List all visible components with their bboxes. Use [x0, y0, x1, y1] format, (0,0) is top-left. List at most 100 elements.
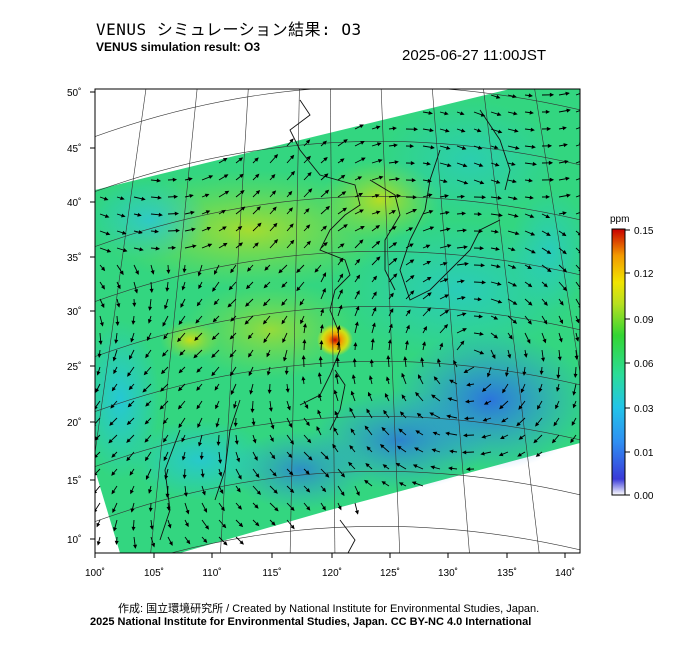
- wind-arrowhead: [562, 211, 567, 216]
- wind-arrowhead: [426, 276, 432, 281]
- wind-arrowhead: [429, 226, 435, 231]
- colorbar-tick: 0.12: [634, 269, 654, 280]
- wind-arrowhead: [558, 337, 563, 343]
- wind-arrowhead: [158, 212, 163, 217]
- wind-arrowhead: [95, 388, 100, 393]
- wind-arrowhead: [431, 394, 436, 399]
- wind-arrowhead: [463, 416, 469, 421]
- wind-arrowhead: [432, 431, 438, 436]
- wind-arrowhead: [262, 320, 268, 325]
- wind-arrowhead: [369, 358, 374, 364]
- wind-arrowhead: [582, 193, 585, 196]
- wind-arrowhead: [236, 457, 241, 463]
- wind-arrowhead: [372, 275, 378, 281]
- wind-arrowhead: [236, 487, 241, 493]
- wind-arrowhead: [322, 272, 327, 277]
- wind-arrowhead: [499, 435, 505, 440]
- wind-arrowhead: [308, 456, 313, 461]
- wind-arrowhead: [355, 305, 360, 311]
- wind-arrowhead: [443, 278, 449, 283]
- wind-arrowhead: [149, 288, 154, 294]
- wind-arrowhead: [151, 542, 156, 548]
- wind-arrowhead: [215, 423, 220, 428]
- wind-arrowhead: [248, 371, 253, 377]
- wind-arrowhead: [387, 339, 392, 344]
- wind-arrowhead: [445, 210, 450, 215]
- wind-arrowhead: [425, 244, 431, 249]
- wind-arrowhead: [179, 351, 184, 356]
- wind-arrowhead: [522, 371, 527, 376]
- wind-arrowhead: [239, 173, 244, 178]
- wind-arrowhead: [527, 265, 532, 270]
- wind-arrowhead: [302, 338, 307, 344]
- wind-arrowhead: [211, 371, 216, 377]
- wind-arrowhead: [538, 387, 543, 393]
- wind-arrowhead: [137, 212, 142, 217]
- wind-arrowhead: [477, 212, 483, 217]
- wind-arrowhead: [284, 370, 289, 376]
- wind-arrowhead: [177, 337, 182, 343]
- wind-arrowhead: [222, 226, 227, 231]
- wind-arrowhead: [178, 368, 183, 374]
- wind-arrowhead: [515, 145, 520, 150]
- wind-arrowhead: [561, 232, 567, 237]
- wind-arrowhead: [463, 369, 469, 374]
- wind-arrowhead: [579, 159, 580, 160]
- wind-arrowhead: [482, 417, 488, 422]
- wind-arrowhead: [245, 302, 250, 307]
- wind-arrowhead: [499, 404, 504, 410]
- wind-arrowhead: [372, 291, 377, 296]
- wind-arrowhead: [343, 224, 348, 229]
- wind-arrowhead: [222, 157, 228, 162]
- wind-arrowhead: [273, 239, 279, 244]
- wind-arrowhead: [178, 320, 183, 326]
- wind-arrowhead: [562, 268, 568, 273]
- lat-label: 10˚: [67, 534, 81, 546]
- wind-arrowhead: [165, 493, 170, 499]
- wind-arrowhead: [110, 404, 115, 409]
- wind-arrowhead: [412, 195, 418, 200]
- wind-arrowhead: [184, 522, 189, 528]
- wind-arrowhead: [214, 386, 219, 391]
- wind-arrowhead: [462, 433, 468, 438]
- wind-arrowhead: [551, 438, 557, 444]
- lon-label: 115˚: [262, 567, 281, 579]
- wind-arrowhead: [273, 222, 278, 228]
- wind-arrowhead: [256, 490, 261, 495]
- wind-arrowhead: [238, 522, 244, 528]
- wind-arrowhead: [518, 405, 523, 410]
- wind-arrowhead: [366, 408, 371, 414]
- wind-arrowhead: [420, 357, 425, 362]
- wind-arrowhead: [512, 319, 518, 324]
- timestamp: 2025-06-27 11:00JST: [402, 47, 546, 64]
- wind-arrowhead: [219, 489, 224, 495]
- wind-arrowhead: [220, 506, 225, 512]
- wind-arrowhead: [257, 222, 262, 227]
- wind-arrowhead: [164, 475, 169, 480]
- wind-arrowhead: [121, 213, 126, 218]
- wind-arrowhead: [404, 340, 409, 345]
- wind-arrow: [95, 502, 101, 512]
- wind-arrowhead: [156, 178, 162, 183]
- wind-arrowhead: [166, 506, 171, 511]
- wind-arrowhead: [198, 284, 203, 290]
- wind-arrowhead: [535, 422, 540, 427]
- wind-arrowhead: [496, 264, 501, 269]
- wind-arrowhead: [479, 180, 485, 185]
- wind-arrowhead: [211, 335, 217, 341]
- wind-arrowhead: [181, 437, 186, 443]
- wind-arrowhead: [542, 338, 547, 344]
- wind-arrowhead: [237, 505, 242, 510]
- wind-arrowhead: [547, 143, 553, 148]
- wind-arrowhead: [375, 193, 380, 198]
- wind-arrowhead: [512, 94, 517, 99]
- wind-arrowhead: [98, 340, 103, 346]
- wind-arrowhead: [266, 371, 271, 376]
- wind-arrowhead: [306, 240, 311, 246]
- wind-arrowhead: [527, 320, 532, 325]
- wind-arrowhead: [144, 456, 149, 462]
- wind-arrowhead: [464, 399, 470, 404]
- wind-arrowhead: [121, 230, 127, 235]
- wind-arrowhead: [556, 387, 560, 392]
- wind-arrowhead: [436, 358, 441, 363]
